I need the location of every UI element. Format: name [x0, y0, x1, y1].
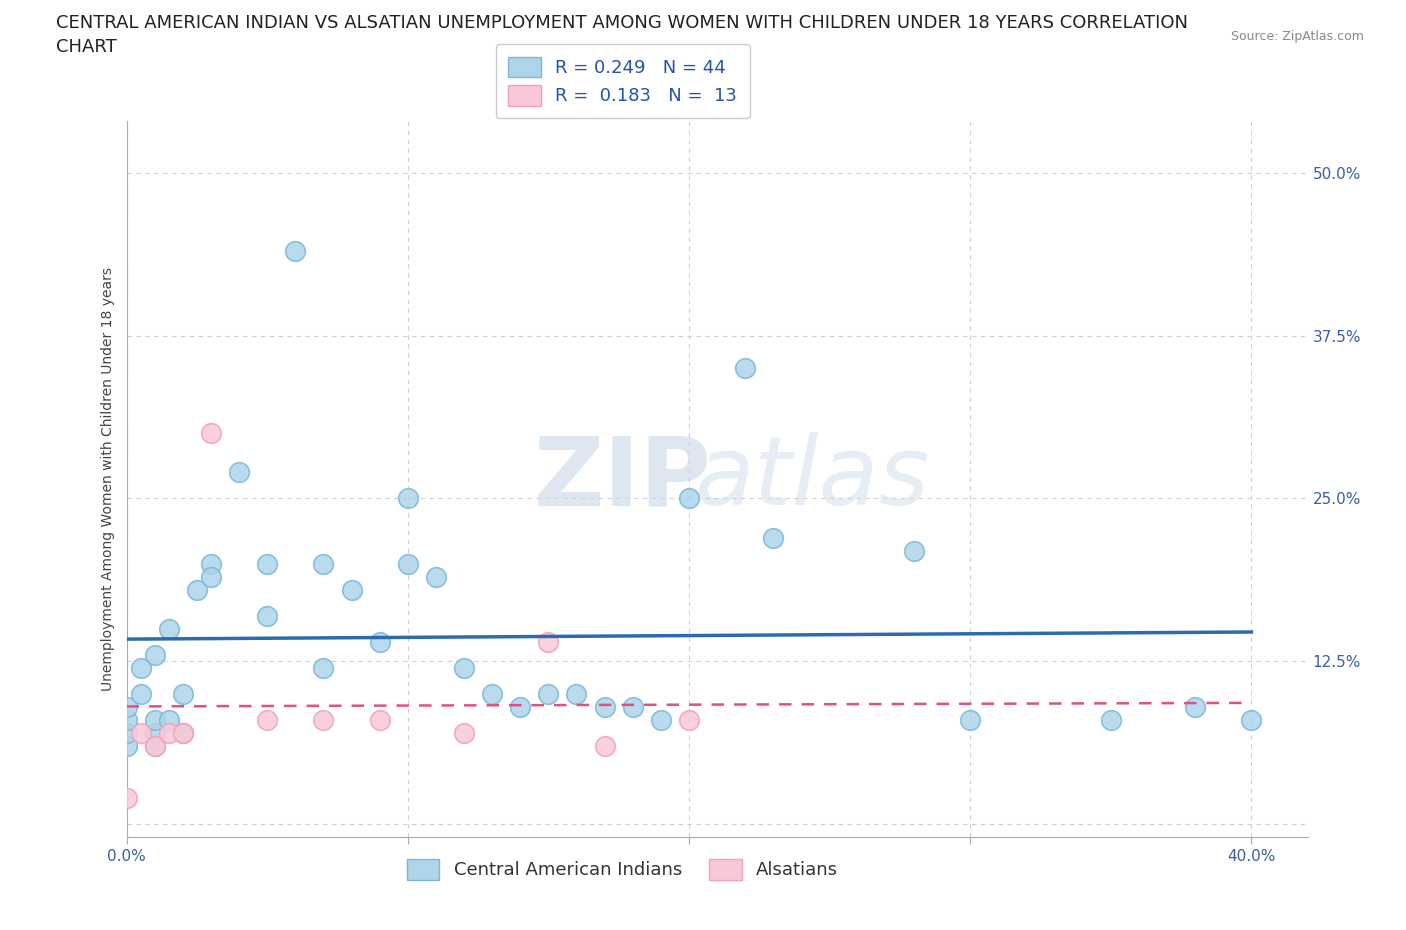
Point	[903, 543, 925, 558]
Point	[396, 491, 419, 506]
Text: ZIP: ZIP	[534, 432, 711, 525]
Point	[453, 660, 475, 675]
Point	[200, 569, 222, 584]
Point	[129, 660, 152, 675]
Point	[453, 725, 475, 740]
Point	[678, 712, 700, 727]
Point	[425, 569, 447, 584]
Point	[115, 725, 138, 740]
Point	[157, 621, 180, 636]
Point	[481, 686, 503, 701]
Point	[1184, 699, 1206, 714]
Legend: Central American Indians, Alsatians: Central American Indians, Alsatians	[394, 846, 851, 893]
Point	[129, 725, 152, 740]
Point	[621, 699, 644, 714]
Point	[537, 634, 560, 649]
Point	[340, 582, 363, 597]
Point	[115, 699, 138, 714]
Point	[143, 712, 166, 727]
Point	[172, 725, 194, 740]
Point	[284, 244, 307, 259]
Y-axis label: Unemployment Among Women with Children Under 18 years: Unemployment Among Women with Children U…	[101, 267, 115, 691]
Point	[115, 738, 138, 753]
Point	[157, 725, 180, 740]
Point	[256, 556, 278, 571]
Point	[256, 608, 278, 623]
Point	[959, 712, 981, 727]
Point	[1099, 712, 1122, 727]
Text: Source: ZipAtlas.com: Source: ZipAtlas.com	[1230, 30, 1364, 43]
Point	[312, 556, 335, 571]
Point	[143, 647, 166, 662]
Point	[734, 361, 756, 376]
Point	[143, 738, 166, 753]
Point	[509, 699, 531, 714]
Point	[115, 712, 138, 727]
Point	[143, 725, 166, 740]
Point	[565, 686, 588, 701]
Point	[172, 686, 194, 701]
Point	[368, 712, 391, 727]
Point	[129, 686, 152, 701]
Point	[157, 712, 180, 727]
Point	[593, 738, 616, 753]
Point	[593, 699, 616, 714]
Point	[537, 686, 560, 701]
Point	[186, 582, 208, 597]
Point	[172, 725, 194, 740]
Point	[115, 790, 138, 805]
Point	[396, 556, 419, 571]
Point	[650, 712, 672, 727]
Point	[256, 712, 278, 727]
Text: atlas: atlas	[695, 432, 929, 525]
Point	[228, 465, 250, 480]
Point	[678, 491, 700, 506]
Point	[200, 556, 222, 571]
Point	[312, 660, 335, 675]
Point	[762, 530, 785, 545]
Point	[143, 738, 166, 753]
Text: CENTRAL AMERICAN INDIAN VS ALSATIAN UNEMPLOYMENT AMONG WOMEN WITH CHILDREN UNDER: CENTRAL AMERICAN INDIAN VS ALSATIAN UNEM…	[56, 14, 1188, 56]
Point	[312, 712, 335, 727]
Point	[368, 634, 391, 649]
Point	[1240, 712, 1263, 727]
Point	[200, 426, 222, 441]
